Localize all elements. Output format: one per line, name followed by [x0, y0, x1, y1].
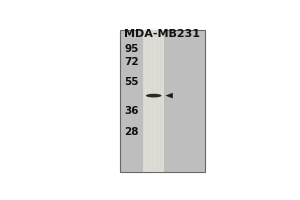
Bar	[143, 30, 164, 172]
Text: 95: 95	[124, 44, 139, 54]
Bar	[120, 30, 205, 172]
Text: MDA-MB231: MDA-MB231	[124, 29, 200, 39]
Text: 36: 36	[124, 106, 139, 116]
Polygon shape	[165, 93, 173, 98]
Text: 72: 72	[124, 57, 139, 67]
Ellipse shape	[146, 94, 162, 97]
Text: 28: 28	[124, 127, 139, 137]
Text: 55: 55	[124, 77, 139, 87]
